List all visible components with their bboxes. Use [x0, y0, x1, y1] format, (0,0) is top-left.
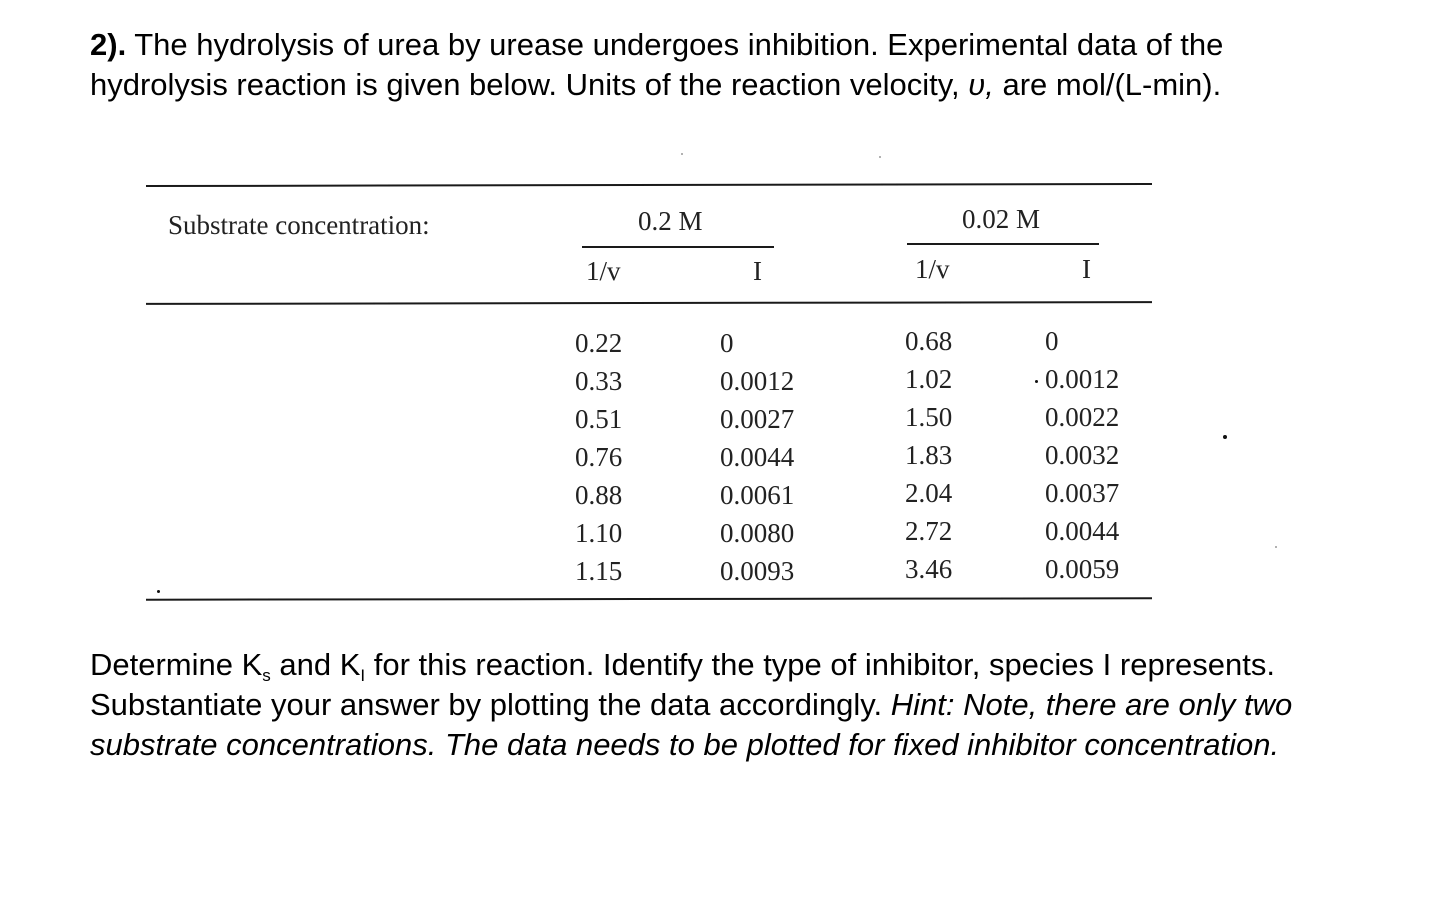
col-inv-v-0-2M: 1/v — [586, 256, 621, 286]
intro-text-2b: are mol/(L-min). — [993, 67, 1222, 102]
scan-speck — [1275, 546, 1277, 548]
table-cell: 2.04 — [905, 478, 953, 508]
table-cell: 0.88 — [575, 480, 623, 510]
substrate-concentration-label: Substrate concentration: — [168, 210, 430, 240]
intro-text-2a: hydrolysis reaction is given below. Unit… — [90, 67, 969, 102]
table-cell: 0.68 — [905, 326, 953, 356]
table-cell: 0.0037 — [1045, 478, 1120, 508]
group-0-02M-header: 0.02 M — [962, 204, 1041, 234]
table-cell: 0.0027 — [720, 404, 795, 434]
col-i-0-02M: I — [1082, 254, 1091, 284]
table-cell: 0.0044 — [720, 442, 795, 472]
ks-subscript: s — [262, 666, 271, 685]
table-cell: 0.0044 — [1045, 516, 1120, 546]
table-cell: 1.50 — [905, 402, 953, 432]
table-cell: 0.0012 — [720, 366, 795, 396]
table-cell: 0.22 — [575, 328, 623, 358]
table-cell: 0.0059 — [1045, 554, 1120, 584]
intro-line-1: 2). The hydrolysis of urea by urease und… — [90, 25, 1223, 65]
table-cell: 1.10 — [575, 518, 623, 548]
table-cell: 0.0093 — [720, 556, 795, 586]
problem-number: 2). — [90, 27, 127, 62]
problem-intro: 2). The hydrolysis of urea by urease und… — [90, 25, 1223, 105]
table-header-rule — [145, 301, 1153, 305]
intro-line-2: hydrolysis reaction is given below. Unit… — [90, 65, 1223, 105]
table-cell: 0.0080 — [720, 518, 795, 548]
table-cell: 3.46 — [905, 554, 953, 584]
scan-dot — [1223, 435, 1227, 439]
scan-speck — [879, 156, 881, 158]
scan-speck — [681, 153, 683, 155]
question-line-3: substrate concentrations. The data needs… — [90, 727, 1280, 762]
col-inv-v-0-02M: 1/v — [915, 254, 950, 284]
question-line-2: Substantiate your answer by plotting the… — [90, 685, 1292, 725]
question-text-2a: Substantiate your answer by plotting the… — [90, 687, 891, 722]
table-cell: 1.02 — [905, 364, 953, 394]
velocity-symbol: υ, — [968, 67, 994, 102]
hint-text-1: Hint: Note, there are only two — [890, 687, 1293, 722]
table-cell: 2.72 — [905, 516, 953, 546]
table-cell: 0.0012 — [1045, 364, 1120, 394]
group-0-2M-header: 0.2 M — [638, 206, 703, 236]
ki-subscript: I — [360, 666, 366, 685]
table-cell: 0.51 — [575, 404, 623, 434]
group-0-2M-underline — [582, 246, 774, 248]
table-bottom-rule — [145, 597, 1153, 601]
table-cell: 1.15 — [575, 556, 623, 586]
question-text-1c: for this reaction. Identify the type of … — [365, 647, 1275, 682]
question-text-1b: and K — [270, 647, 361, 682]
table-cell: 0 — [720, 328, 734, 358]
intro-text-1: The hydrolysis of urea by urease undergo… — [126, 27, 1224, 62]
question-line-1: Determine Ks and KI for this reaction. I… — [90, 645, 1292, 685]
table-top-rule — [145, 182, 1153, 188]
table-cell: 0.33 — [575, 366, 623, 396]
table-cell: 0 — [1045, 326, 1059, 356]
table-cell: 0.0061 — [720, 480, 795, 510]
group-0-02M-underline — [907, 243, 1099, 245]
problem-question: Determine Ks and KI for this reaction. I… — [90, 645, 1292, 765]
scan-dot — [1035, 380, 1038, 383]
question-text-1a: Determine K — [90, 647, 263, 682]
table-cell: 0.0022 — [1045, 402, 1120, 432]
col-i-0-2M: I — [753, 256, 762, 286]
scan-dot — [157, 590, 160, 593]
table-cell: 0.76 — [575, 442, 623, 472]
table-cell: 1.83 — [905, 440, 953, 470]
table-cell: 0.0032 — [1045, 440, 1120, 470]
